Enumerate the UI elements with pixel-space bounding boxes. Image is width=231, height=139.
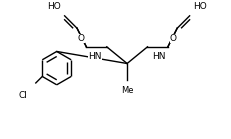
Text: HN: HN <box>88 52 101 61</box>
Text: HN: HN <box>152 52 165 61</box>
Text: HO: HO <box>47 2 61 11</box>
Text: HO: HO <box>192 2 206 11</box>
Text: Cl: Cl <box>18 91 27 100</box>
Text: O: O <box>169 34 176 43</box>
Text: O: O <box>77 34 84 43</box>
Text: Me: Me <box>120 86 133 95</box>
